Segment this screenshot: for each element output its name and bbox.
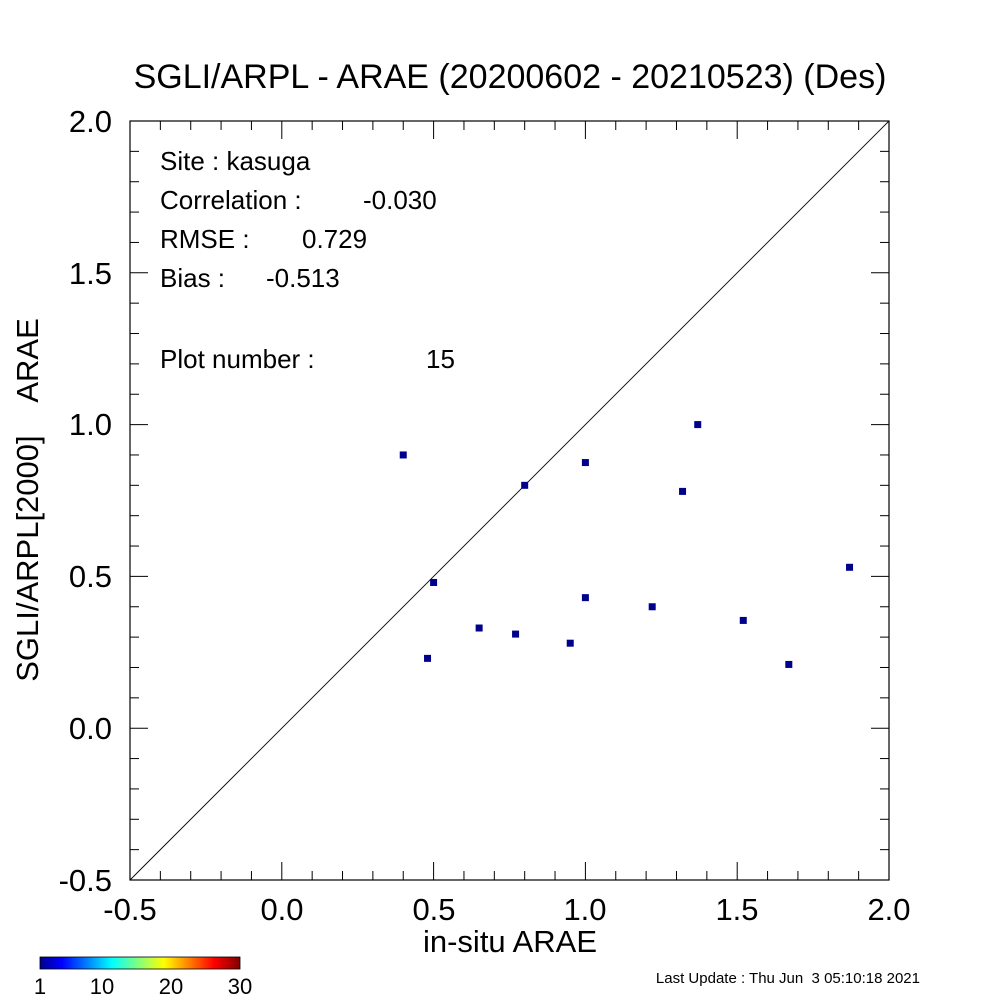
x-tick-label: 2.0 — [867, 892, 910, 927]
plot-number-value: 15 — [426, 344, 455, 374]
y-tick-label: 0.0 — [69, 711, 112, 746]
x-tick-label: 1.0 — [563, 892, 606, 927]
y-tick-label: 2.0 — [69, 104, 112, 139]
chart-title: SGLI/ARPL - ARAE (20200602 - 20210523) (… — [134, 58, 887, 96]
one-to-one-line — [129, 120, 890, 881]
y-tick-label: 0.5 — [69, 559, 112, 594]
colorbar — [39, 956, 241, 970]
major-ticks — [129, 120, 890, 881]
bias-label: Bias : — [160, 263, 225, 293]
data-point — [512, 630, 520, 638]
data-point — [430, 578, 438, 586]
rmse-value: 0.729 — [302, 224, 367, 254]
plot-frame — [129, 120, 890, 881]
colorbar-tick-label: 30 — [228, 974, 252, 999]
data-point — [648, 603, 656, 611]
x-axis-label: in-situ ARAE — [423, 924, 597, 959]
data-point — [694, 421, 702, 429]
y-tick-label: 1.0 — [69, 407, 112, 442]
y-tick-label: -0.5 — [59, 863, 112, 898]
data-point — [846, 563, 854, 571]
x-tick-label: 0.5 — [412, 892, 455, 927]
data-point — [785, 660, 793, 668]
colorbar-tick-label: 20 — [159, 974, 183, 999]
data-point — [399, 451, 407, 459]
data-point — [739, 616, 747, 624]
data-point — [566, 639, 574, 647]
x-tick-label: 1.5 — [715, 892, 758, 927]
bias-value: -0.513 — [266, 263, 340, 293]
data-point — [475, 624, 483, 632]
colorbar-tick-label: 10 — [90, 974, 114, 999]
correlation-label: Correlation : — [160, 185, 302, 215]
x-tick-label: 0.0 — [260, 892, 303, 927]
data-point — [424, 654, 432, 662]
y-tick-label: 1.5 — [69, 256, 112, 291]
correlation-value: -0.030 — [363, 185, 437, 215]
x-tick-label: -0.5 — [103, 892, 156, 927]
last-update-text: Last Update : Thu Jun 3 05:10:18 2021 — [656, 970, 920, 987]
minor-ticks — [130, 121, 889, 880]
plot-number-label: Plot number : — [160, 344, 315, 374]
data-point — [521, 481, 529, 489]
colorbar-tick-label: 1 — [34, 974, 46, 999]
site-label: Site : kasuga — [160, 146, 311, 176]
data-point — [581, 459, 589, 467]
data-point — [679, 487, 687, 495]
data-point — [581, 594, 589, 602]
y-axis-label: SGLI/ARPL[2000] ARAE — [10, 318, 45, 682]
data-points — [399, 421, 854, 668]
rmse-label: RMSE : — [160, 224, 250, 254]
